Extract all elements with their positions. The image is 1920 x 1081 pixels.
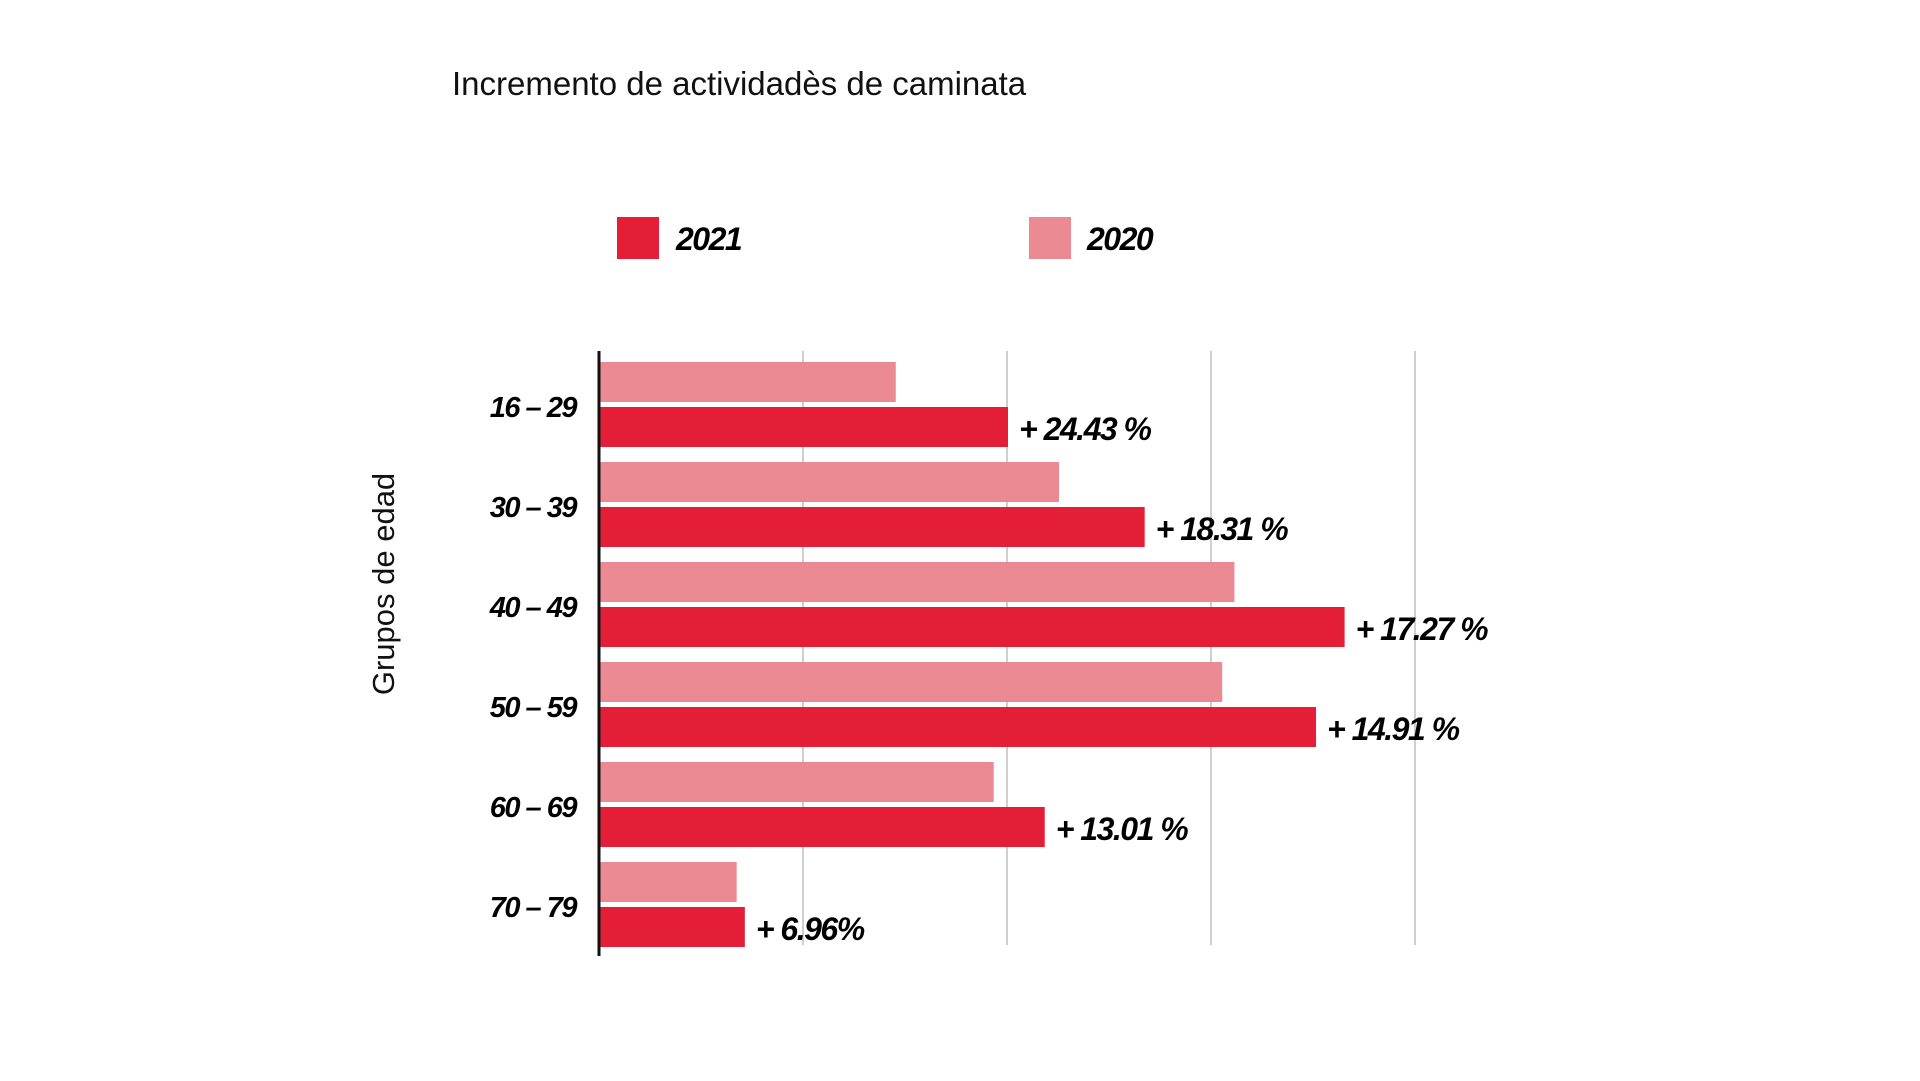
category-label: 16 – 29: [490, 392, 578, 424]
value-label: + 14.91 %: [1327, 711, 1460, 747]
legend-swatch-2020: [1029, 217, 1071, 259]
bar-2020: [600, 362, 896, 402]
value-label: + 6.96%: [756, 911, 865, 947]
bar-2021: [600, 907, 745, 947]
legend-swatch-2021: [617, 217, 659, 259]
bar-2021: [600, 707, 1317, 747]
legend: 2021 2020: [617, 217, 1155, 259]
legend-label-2020: 2020: [1086, 221, 1154, 257]
category-label: 60 – 69: [490, 792, 578, 824]
bar-2020: [600, 862, 737, 902]
category-label: 70 – 79: [490, 892, 578, 924]
value-label: + 17.27 %: [1356, 611, 1489, 647]
bars: [600, 362, 1345, 947]
value-label: + 18.31 %: [1156, 511, 1289, 547]
value-label: + 13.01 %: [1056, 811, 1189, 847]
value-labels: + 24.43 % + 18.31 % + 17.27 % + 14.91 % + 13…: [756, 411, 1490, 947]
bar-2021: [600, 507, 1145, 547]
legend-label-2021: 2021: [675, 221, 742, 257]
category-label: 30 – 39: [490, 492, 578, 524]
bar-2020: [600, 562, 1235, 602]
category-label: 50 – 59: [490, 692, 578, 724]
bar-2020: [600, 662, 1223, 702]
bar-2021: [600, 607, 1345, 647]
y-axis-label: Grupos de edad: [366, 473, 401, 695]
bar-2021: [600, 407, 1008, 447]
category-label: 40 – 49: [489, 592, 578, 624]
bar-2020: [600, 462, 1059, 502]
category-labels: 16 – 29 30 – 39 40 – 49 50 – 59 60 – 69 70 – …: [489, 392, 579, 924]
value-label: + 24.43 %: [1019, 411, 1152, 447]
bar-2021: [600, 807, 1045, 847]
bar-2020: [600, 762, 994, 802]
chart-title: Incremento de actividadès de caminata: [452, 65, 1027, 102]
